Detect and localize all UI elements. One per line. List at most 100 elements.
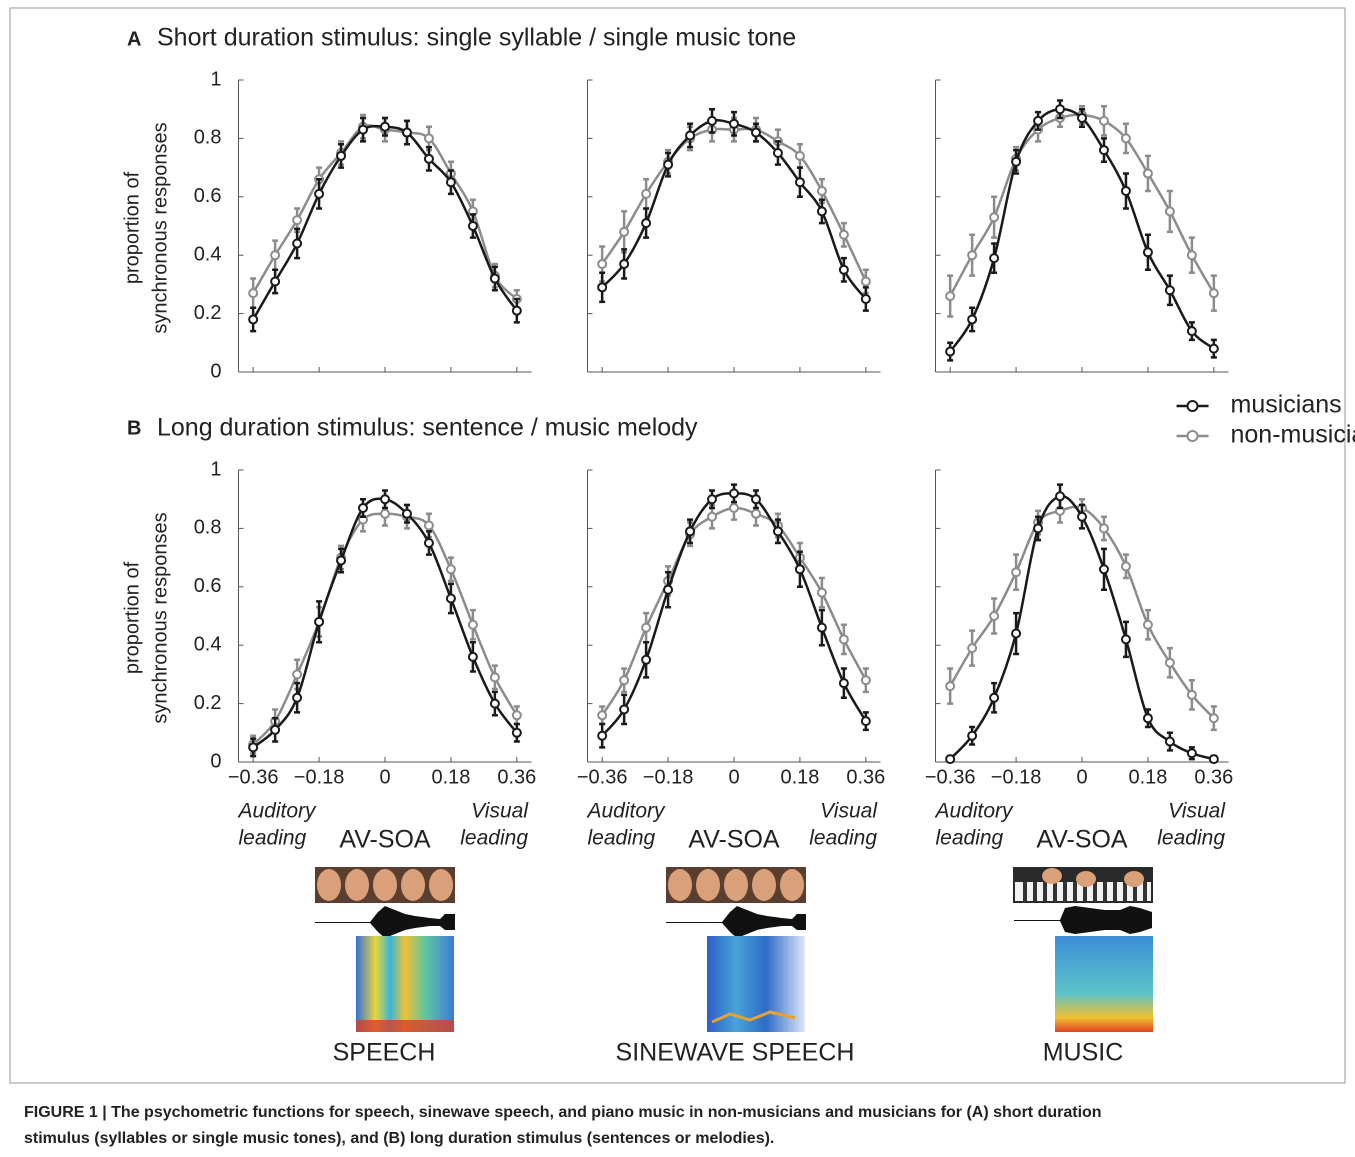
direction-note: Auditory (237, 800, 318, 823)
data-point (641, 654, 652, 665)
data-point (772, 526, 783, 537)
y-tick-label: 0.4 (194, 243, 222, 265)
data-point (511, 305, 522, 316)
data-point (336, 150, 347, 161)
data-point (467, 651, 478, 662)
data-point (989, 611, 1000, 621)
data-point (1186, 326, 1197, 337)
data-point (1208, 713, 1219, 724)
data-point (314, 616, 325, 627)
direction-note: Auditory (586, 800, 667, 823)
data-point (707, 511, 718, 522)
data-point (597, 282, 608, 293)
data-point (729, 118, 739, 129)
data-point (1098, 115, 1109, 126)
data-point (292, 238, 303, 249)
data-point (794, 150, 805, 161)
data-point (967, 730, 978, 741)
direction-note: leading (239, 827, 307, 850)
data-point (1055, 491, 1066, 502)
data-point (945, 291, 956, 302)
data-point (860, 675, 871, 686)
y-axis-label: proportion of (121, 561, 143, 674)
data-point (641, 218, 652, 229)
stimulus-label: MUSIC (1043, 1039, 1124, 1067)
data-point (750, 127, 761, 138)
x-tick-label: 0.36 (846, 766, 885, 788)
direction-note: Visual (471, 800, 529, 823)
data-point (860, 276, 871, 287)
data-point (1077, 112, 1087, 123)
x-tick-label: −0.18 (991, 766, 1042, 788)
data-point (816, 206, 827, 217)
stimulus-label: SPEECH (333, 1039, 436, 1067)
data-point (989, 212, 1000, 223)
data-point (641, 188, 652, 199)
x-tick-label: 0 (379, 766, 390, 788)
x-tick-label: 0.18 (431, 766, 470, 788)
x-tick-label: −0.36 (577, 766, 628, 788)
data-point (467, 221, 478, 231)
data-point (663, 159, 674, 170)
data-point (1033, 115, 1044, 126)
x-tick-label: 0.36 (497, 766, 536, 788)
fit-curve (601, 492, 867, 737)
y-tick-label: 1 (210, 68, 221, 90)
data-point (619, 704, 630, 715)
data-point (1142, 713, 1153, 724)
data-point (619, 226, 630, 237)
data-point (423, 133, 434, 144)
data-point (1186, 689, 1197, 700)
data-point (1164, 206, 1175, 217)
fit-curve (949, 505, 1215, 720)
y-tick-label: 0.2 (194, 692, 222, 714)
data-point (989, 692, 1000, 703)
data-point (489, 273, 500, 284)
data-point (707, 494, 718, 505)
data-point (1208, 343, 1219, 354)
stimulus-sinewave (666, 867, 806, 1032)
data-point (816, 587, 827, 598)
data-point (401, 127, 412, 138)
data-point (1120, 185, 1131, 196)
direction-note: leading (1157, 827, 1225, 850)
data-point (1186, 748, 1197, 759)
data-point (314, 188, 325, 199)
data-point (838, 264, 849, 275)
direction-note: Auditory (934, 800, 1015, 823)
data-point (729, 488, 739, 499)
data-point (445, 177, 456, 188)
data-point (292, 692, 303, 703)
data-point (1098, 564, 1109, 575)
data-point (423, 538, 434, 548)
direction-note: leading (460, 827, 528, 850)
legend-label: non-musicians (1231, 421, 1355, 449)
x-axis-label: AV-SOA (688, 826, 780, 854)
y-tick-label: 0.6 (194, 185, 222, 207)
legend-label: musicians (1231, 391, 1342, 419)
data-point (358, 502, 369, 513)
data-point (1098, 523, 1109, 534)
data-point (1011, 567, 1022, 578)
x-tick-label: 0.18 (1128, 766, 1167, 788)
x-tick-label: −0.36 (228, 766, 279, 788)
direction-note: leading (936, 827, 1004, 850)
x-tick-label: −0.36 (925, 766, 976, 788)
y-axis-label: proportion of (121, 171, 143, 284)
fit-curve (949, 494, 1215, 761)
fit-curve (601, 506, 867, 716)
x-tick-label: 0 (728, 766, 739, 788)
panel-title: Long duration stimulus: sentence / music… (157, 414, 698, 442)
data-point (1120, 561, 1131, 572)
data-point (597, 730, 608, 741)
data-point (336, 555, 347, 566)
y-tick-label: 0.6 (194, 575, 222, 597)
data-point (860, 716, 871, 727)
data-point (597, 710, 608, 721)
data-point (1011, 628, 1022, 639)
direction-note: leading (809, 827, 877, 850)
data-point (292, 215, 303, 226)
data-point (270, 276, 281, 287)
